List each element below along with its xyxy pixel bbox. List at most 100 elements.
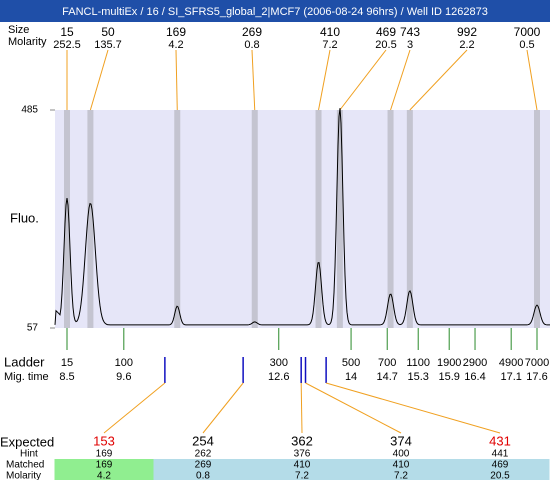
expected-connector — [305, 382, 402, 434]
peak-band — [387, 110, 394, 328]
peak-connector — [251, 49, 256, 111]
molarity-value: 0.8 — [196, 471, 210, 480]
size-label: Size — [8, 24, 29, 36]
peak-connector — [318, 49, 331, 111]
matched-value: 269 — [195, 460, 212, 471]
peak-size: 992 — [457, 25, 477, 39]
peak-size: 7000 — [514, 25, 541, 39]
peak-molarity: 2.2 — [459, 39, 474, 51]
peak-size: 50 — [101, 25, 115, 39]
matched-value: 169 — [96, 460, 113, 471]
ladder-time: 9.6 — [116, 371, 131, 383]
expected-connector — [103, 382, 166, 434]
expected-value: 362 — [291, 433, 313, 448]
hint-label: Hint — [20, 449, 38, 460]
y-axis-label: Fluo. — [10, 210, 39, 225]
ladder-time: 14 — [345, 371, 357, 383]
expected-connector — [325, 382, 501, 434]
peak-molarity: 3 — [407, 39, 413, 51]
matched-value: 469 — [492, 460, 509, 471]
peak-size: 469 — [376, 25, 396, 39]
ladder-time: 15.3 — [407, 371, 428, 383]
peak-molarity: 4.2 — [168, 39, 183, 51]
peak-band — [64, 110, 70, 328]
ladder-size: 100 — [115, 357, 133, 369]
ladder-time: 17.1 — [500, 371, 521, 383]
peak-band — [534, 110, 540, 328]
ladder-time: 16.4 — [464, 371, 485, 383]
peak-molarity: 0.8 — [244, 39, 259, 51]
trace — [54, 108, 550, 326]
ladder-time: 15.9 — [438, 371, 459, 383]
ladder-size: 2900 — [463, 357, 487, 369]
expected-connector — [300, 382, 303, 434]
hint-value: 169 — [96, 449, 113, 460]
expected-value: 254 — [192, 433, 214, 448]
peak-band — [251, 110, 258, 328]
expected-label: Expected — [0, 434, 54, 449]
peak-connector — [175, 49, 178, 111]
peak-band — [315, 110, 322, 328]
peak-size: 15 — [60, 25, 74, 39]
peak-connector — [390, 49, 411, 111]
peak-connector — [526, 49, 538, 111]
hint-value: 376 — [294, 449, 311, 460]
plot-area — [55, 110, 550, 328]
molarity-value: 7.2 — [295, 471, 309, 480]
molarity-label: Molarity — [8, 36, 47, 48]
molarity-value: 4.2 — [97, 471, 111, 480]
ladder-size: 1900 — [437, 357, 461, 369]
ladder-size: 4900 — [499, 357, 523, 369]
peak-molarity: 252.5 — [53, 39, 81, 51]
ladder-size: 300 — [270, 357, 288, 369]
peak-molarity: 0.5 — [519, 39, 534, 51]
peak-connector — [89, 49, 109, 111]
hint-value: 441 — [492, 449, 509, 460]
peak-size: 743 — [400, 25, 420, 39]
ladder-time: 12.6 — [268, 371, 289, 383]
ladder-size: 500 — [342, 357, 360, 369]
peak-molarity: 20.5 — [375, 39, 396, 51]
ladder-size: 1100 — [406, 357, 430, 369]
peak-band — [336, 110, 343, 328]
y-tick-label: 485 — [21, 105, 38, 116]
hint-value: 262 — [195, 449, 212, 460]
ladder-label: Ladder — [4, 354, 45, 369]
matched-cell — [252, 459, 352, 480]
ladder-size: 15 — [61, 357, 73, 369]
matched-value: 410 — [393, 460, 410, 471]
matched-value: 410 — [294, 460, 311, 471]
matched-cell — [450, 459, 550, 480]
matched-cell — [351, 459, 451, 480]
peak-size: 410 — [320, 25, 340, 39]
peak-band — [406, 110, 413, 328]
peak-size: 269 — [242, 25, 262, 39]
matched-cell — [54, 459, 154, 480]
ladder-time: 8.5 — [59, 371, 74, 383]
molarity-row-label: Molarity — [6, 471, 41, 480]
molarity-value: 7.2 — [394, 471, 408, 480]
title-bar — [0, 0, 550, 22]
ladder-size: 7000 — [525, 357, 549, 369]
expected-value: 374 — [390, 433, 412, 448]
peak-molarity: 7.2 — [322, 39, 337, 51]
peak-band — [174, 110, 181, 328]
matched-cell — [153, 459, 253, 480]
mig-time-label: Mig. time — [4, 371, 49, 383]
peak-molarity: 135.7 — [94, 39, 122, 51]
y-tick-label: 57 — [27, 323, 39, 334]
ladder-time: 17.6 — [526, 371, 547, 383]
hint-value: 400 — [393, 449, 410, 460]
peak-size: 169 — [166, 25, 186, 39]
molarity-value: 20.5 — [490, 471, 510, 480]
peak-band — [87, 110, 94, 328]
expected-connector — [202, 382, 244, 434]
matched-label: Matched — [6, 460, 44, 471]
title: FANCL-multiEx / 16 / SI_SFRS5_global_2|M… — [62, 6, 488, 18]
expected-value: 431 — [489, 433, 511, 448]
ladder-time: 14.7 — [377, 371, 398, 383]
peak-connector — [409, 49, 468, 111]
expected-value: 153 — [93, 433, 115, 448]
ladder-size: 700 — [378, 357, 396, 369]
